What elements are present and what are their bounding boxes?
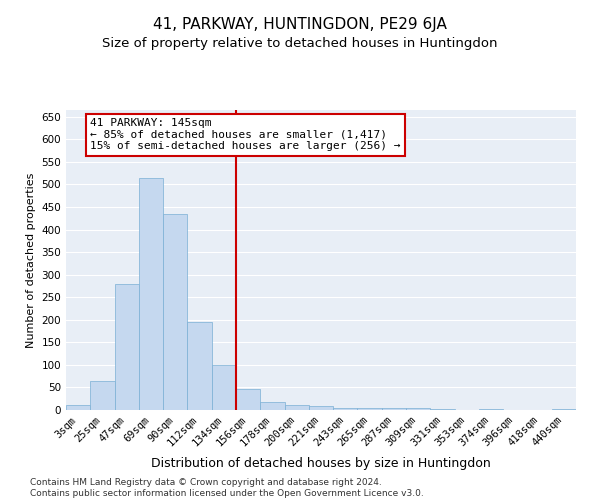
- Bar: [382, 408, 406, 410]
- Text: 41, PARKWAY, HUNTINGDON, PE29 6JA: 41, PARKWAY, HUNTINGDON, PE29 6JA: [153, 18, 447, 32]
- Bar: [163, 214, 187, 410]
- Bar: [90, 380, 115, 410]
- Bar: [333, 408, 358, 410]
- Bar: [284, 405, 309, 410]
- Bar: [552, 408, 576, 410]
- Text: Contains HM Land Registry data © Crown copyright and database right 2024.
Contai: Contains HM Land Registry data © Crown c…: [30, 478, 424, 498]
- Bar: [212, 365, 236, 410]
- Text: 41 PARKWAY: 145sqm
← 85% of detached houses are smaller (1,417)
15% of semi-deta: 41 PARKWAY: 145sqm ← 85% of detached hou…: [90, 118, 401, 152]
- Text: Size of property relative to detached houses in Huntingdon: Size of property relative to detached ho…: [102, 38, 498, 51]
- Bar: [358, 408, 382, 410]
- Bar: [187, 322, 212, 410]
- X-axis label: Distribution of detached houses by size in Huntingdon: Distribution of detached houses by size …: [151, 457, 491, 470]
- Bar: [260, 402, 284, 410]
- Y-axis label: Number of detached properties: Number of detached properties: [26, 172, 36, 348]
- Bar: [139, 178, 163, 410]
- Bar: [115, 284, 139, 410]
- Bar: [430, 408, 455, 410]
- Bar: [406, 408, 430, 410]
- Bar: [479, 408, 503, 410]
- Bar: [66, 406, 90, 410]
- Bar: [236, 389, 260, 410]
- Bar: [309, 406, 333, 410]
